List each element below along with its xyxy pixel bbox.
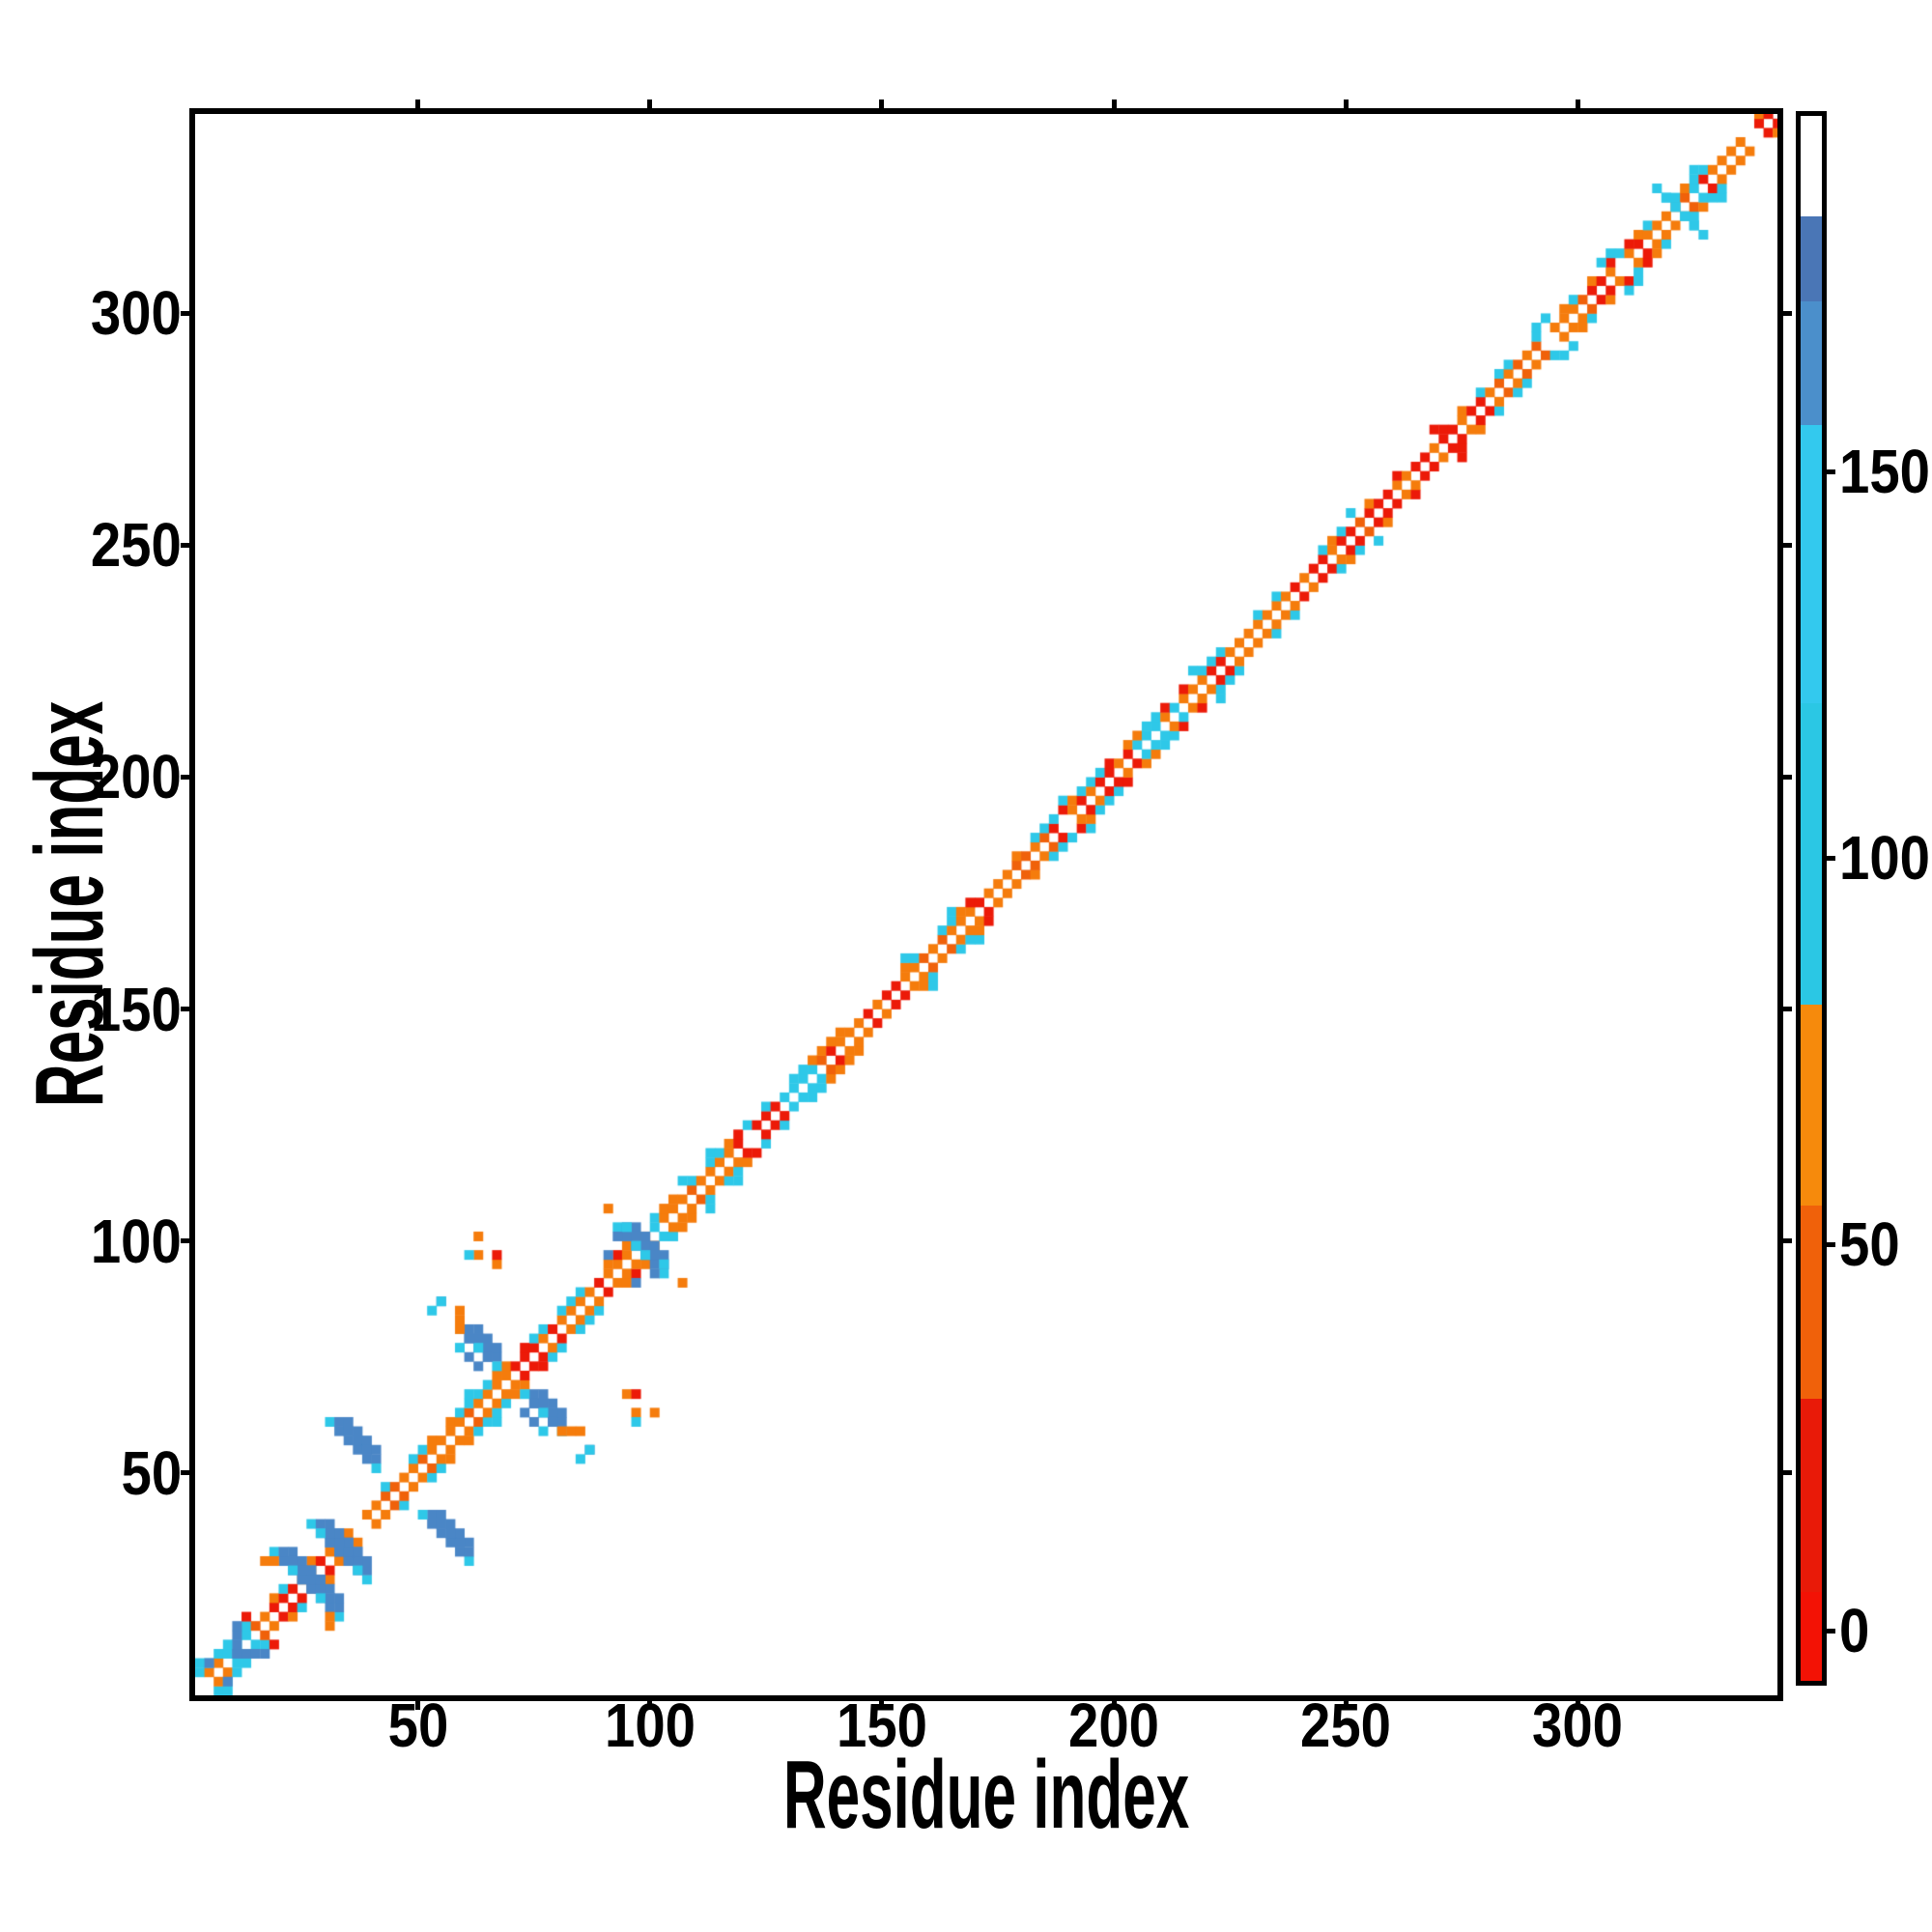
colorbar-tick <box>1827 469 1835 474</box>
x-axis-tick-label: 150 <box>836 1690 927 1760</box>
colorbar-tick-label: 50 <box>1839 1209 1900 1279</box>
x-axis-tick-label: 50 <box>387 1690 448 1760</box>
x-axis-tick-bottom <box>1575 1701 1580 1710</box>
y-axis-tick-left <box>181 774 189 780</box>
y-axis-title: Residue index <box>15 700 124 1108</box>
y-axis-tick-left <box>181 1470 189 1476</box>
x-axis-tick-label: 100 <box>604 1690 696 1760</box>
x-axis-tick-bottom <box>415 1701 421 1710</box>
y-axis-tick-label: 200 <box>91 742 182 812</box>
contact-map-canvas <box>195 114 1777 1695</box>
y-axis-tick-label: 250 <box>91 510 182 581</box>
x-axis-title: Residue index <box>782 1741 1190 1849</box>
y-axis-tick-left <box>181 1007 189 1011</box>
y-axis-tick-left <box>181 542 189 548</box>
colorbar-tick <box>1827 855 1835 861</box>
y-axis-tick-label: 300 <box>91 278 182 349</box>
y-axis-tick-left <box>181 310 189 316</box>
y-axis-tick-right <box>1783 1007 1792 1011</box>
y-axis-tick-label: 50 <box>121 1437 182 1508</box>
colorbar-tick-label: 0 <box>1839 1596 1870 1665</box>
y-axis-tick-right <box>1783 542 1792 548</box>
x-axis-tick-bottom <box>647 1701 653 1710</box>
x-axis-tick-top <box>647 99 653 108</box>
x-axis-tick-bottom <box>1343 1701 1349 1710</box>
y-axis-tick-label: 150 <box>91 974 182 1044</box>
y-axis-tick-label: 100 <box>91 1206 182 1276</box>
x-axis-tick-bottom <box>1111 1701 1117 1710</box>
colorbar-tick <box>1827 1628 1835 1634</box>
x-axis-tick-label: 200 <box>1068 1690 1160 1760</box>
y-axis-tick-right <box>1783 1470 1792 1476</box>
x-axis-tick-label: 250 <box>1300 1690 1392 1760</box>
colorbar-tick <box>1827 1241 1835 1247</box>
colorbar <box>1796 111 1827 1686</box>
colorbar-gradient <box>1801 116 1822 1681</box>
y-axis-tick-right <box>1783 310 1792 316</box>
colorbar-tick-label: 100 <box>1839 823 1930 893</box>
y-axis-tick-left <box>181 1238 189 1244</box>
colorbar-tick-label: 150 <box>1839 437 1930 506</box>
x-axis-tick-label: 300 <box>1532 1690 1624 1760</box>
x-axis-tick-top <box>1111 99 1117 108</box>
x-axis-tick-top <box>415 99 421 108</box>
y-axis-tick-right <box>1783 774 1792 780</box>
x-axis-tick-top <box>879 99 885 108</box>
y-axis-tick-right <box>1783 1238 1792 1244</box>
x-axis-tick-bottom <box>879 1701 885 1710</box>
x-axis-tick-top <box>1575 99 1580 108</box>
x-axis-tick-top <box>1343 99 1349 108</box>
